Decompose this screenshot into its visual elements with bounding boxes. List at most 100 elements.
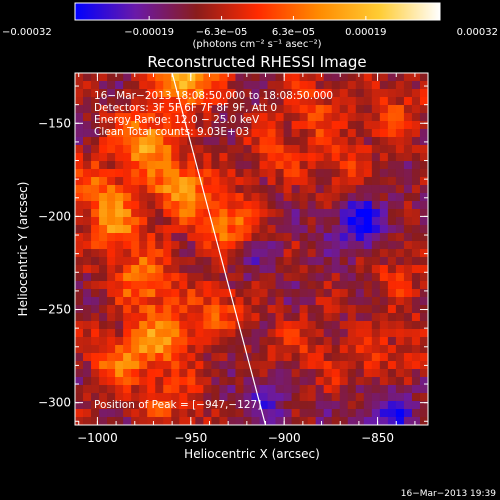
- heatmap-cell: [315, 401, 325, 410]
- heatmap-cell: [379, 73, 389, 82]
- heatmap-cell: [123, 273, 132, 282]
- heatmap-cell: [259, 321, 268, 330]
- heatmap-cell: [267, 321, 276, 330]
- heatmap-cell: [259, 417, 268, 425]
- heatmap-cell: [355, 217, 365, 226]
- heatmap-cell: [251, 417, 260, 425]
- heatmap-cell: [339, 97, 349, 106]
- heatmap-cell: [419, 289, 428, 298]
- heatmap-cell: [371, 201, 381, 210]
- heatmap-cell: [211, 217, 220, 226]
- heatmap-cell: [395, 401, 405, 410]
- heatmap-cell: [379, 225, 389, 234]
- heatmap-cell: [371, 121, 381, 130]
- heatmap-cell: [115, 289, 124, 298]
- heatmap-cell: [243, 257, 252, 266]
- heatmap-cell: [243, 225, 252, 234]
- heatmap-cell: [299, 273, 309, 282]
- heatmap-cell: [91, 401, 100, 410]
- heatmap-cell: [307, 177, 317, 186]
- heatmap-cell: [91, 385, 100, 394]
- heatmap-cell: [139, 305, 148, 314]
- heatmap-cell: [387, 329, 397, 338]
- heatmap-cell: [187, 169, 196, 178]
- heatmap-cell: [307, 113, 317, 122]
- heatmap-cell: [267, 353, 276, 362]
- heatmap-cell: [219, 273, 228, 282]
- heatmap-cell: [347, 121, 357, 130]
- heatmap-cell: [139, 401, 148, 410]
- heatmap-cell: [299, 329, 309, 338]
- heatmap-cell: [75, 97, 84, 106]
- heatmap-cell: [75, 297, 84, 306]
- heatmap-cell: [299, 113, 309, 122]
- heatmap-cell: [307, 209, 317, 218]
- heatmap-cell: [331, 273, 341, 282]
- heatmap-cell: [171, 417, 180, 425]
- heatmap-cell: [115, 377, 124, 386]
- heatmap-cell: [139, 321, 148, 330]
- heatmap-cell: [75, 177, 84, 186]
- heatmap-cell: [219, 377, 228, 386]
- heatmap-cell: [243, 281, 252, 290]
- heatmap-cell: [187, 225, 196, 234]
- heatmap-cell: [219, 417, 228, 425]
- heatmap-cell: [107, 273, 116, 282]
- heatmap-cell: [411, 409, 421, 418]
- heatmap-cell: [131, 321, 140, 330]
- heatmap-cell: [403, 217, 413, 226]
- heatmap-cell: [283, 185, 293, 194]
- heatmap-cell: [347, 393, 357, 402]
- heatmap-cell: [83, 137, 92, 146]
- heatmap-cell: [203, 361, 212, 370]
- heatmap-cell: [139, 353, 148, 362]
- heatmap-cell: [131, 353, 140, 362]
- heatmap-cell: [259, 409, 268, 418]
- heatmap-cell: [299, 169, 309, 178]
- heatmap-cell: [211, 281, 220, 290]
- heatmap-cell: [187, 105, 196, 114]
- heatmap-cell: [107, 73, 116, 82]
- heatmap-cell: [299, 97, 309, 106]
- heatmap-cell: [187, 337, 196, 346]
- heatmap-cell: [379, 337, 389, 346]
- heatmap-cell: [267, 129, 276, 138]
- heatmap-cell: [243, 305, 252, 314]
- heatmap-cell: [331, 209, 341, 218]
- colorbar-tick-label: −6.3e−05: [196, 27, 248, 38]
- heatmap-cell: [187, 121, 196, 130]
- heatmap-cell: [163, 273, 172, 282]
- heatmap-cell: [283, 153, 293, 162]
- heatmap-cell: [179, 105, 188, 114]
- heatmap-cell: [203, 233, 212, 242]
- heatmap-cell: [75, 329, 84, 338]
- heatmap-cell: [419, 249, 428, 258]
- heatmap-cell: [203, 393, 212, 402]
- heatmap-cell: [411, 417, 421, 425]
- heatmap-cell: [323, 209, 333, 218]
- heatmap-cell: [99, 289, 108, 298]
- heatmap-cell: [91, 121, 100, 130]
- heatmap-cell: [107, 289, 116, 298]
- heatmap-cell: [267, 161, 276, 170]
- heatmap-cell: [115, 153, 124, 162]
- heatmap-cell: [171, 169, 180, 178]
- heatmap-cell: [75, 185, 84, 194]
- heatmap-cell: [251, 353, 260, 362]
- heatmap-cell: [379, 81, 389, 90]
- heatmap-cell: [155, 345, 164, 354]
- heatmap-cell: [131, 137, 140, 146]
- heatmap-cell: [179, 225, 188, 234]
- heatmap-cell: [267, 121, 276, 130]
- heatmap-cell: [211, 265, 220, 274]
- heatmap-cell: [243, 97, 252, 106]
- heatmap-cell: [227, 297, 236, 306]
- heatmap-cell: [363, 265, 373, 274]
- heatmap-cell: [115, 241, 124, 250]
- heatmap-cell: [187, 145, 196, 154]
- heatmap-cell: [211, 289, 220, 298]
- heatmap-cell: [131, 193, 140, 202]
- heatmap-cell: [115, 217, 124, 226]
- heatmap-cell: [123, 297, 132, 306]
- heatmap-cell: [91, 345, 100, 354]
